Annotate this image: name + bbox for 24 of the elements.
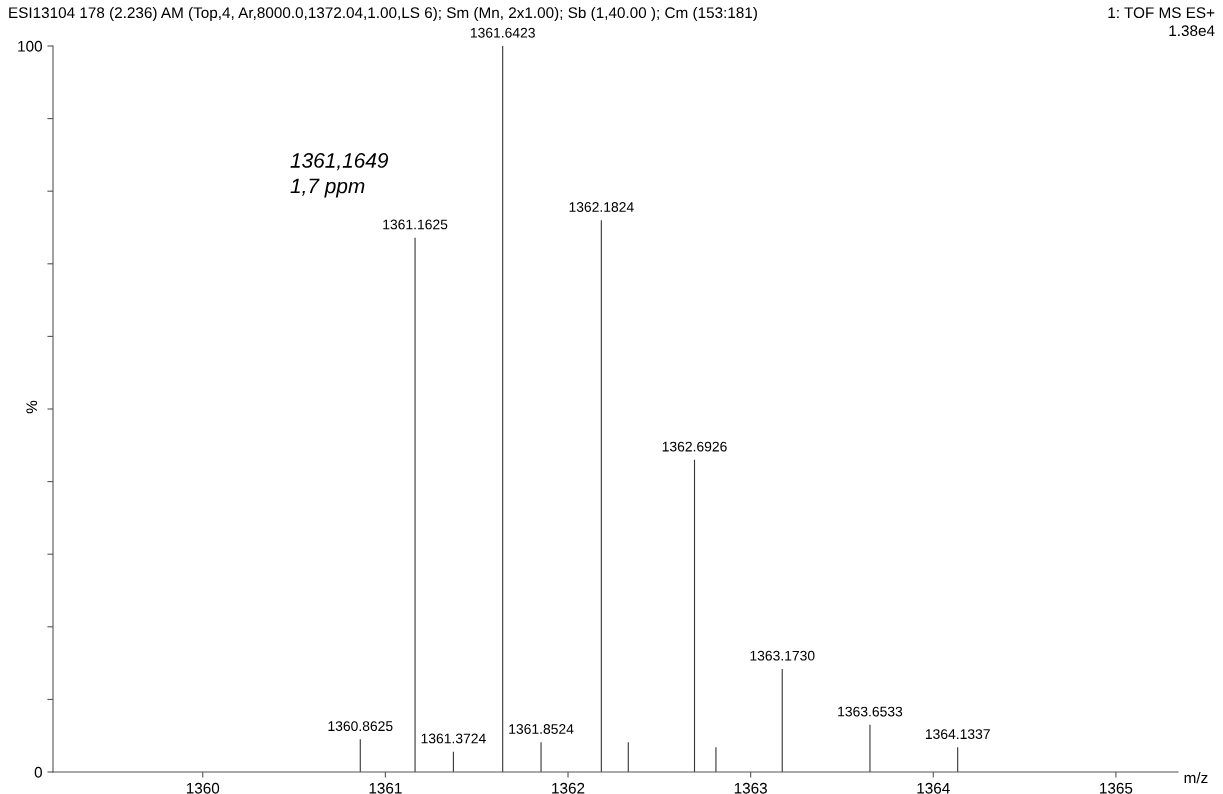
annotation: 1362.6926 (662, 441, 727, 452)
annotation: 1363.6533 (838, 706, 903, 717)
annotation: 1361.8524 (509, 724, 574, 734)
x-tick-label: 1364 (917, 782, 950, 794)
y-axis-title: % (26, 400, 38, 414)
y-tick-label: 0 (34, 766, 42, 778)
annotation: 1361.6423 (470, 27, 535, 38)
text: 1.38e4 (1169, 25, 1215, 37)
annotation: 1364.1337 (925, 729, 990, 740)
annotation: 1361.3724 (421, 733, 486, 744)
x-axis-title: m/z (1184, 772, 1208, 784)
x-tick-label: 1361 (369, 782, 402, 794)
annotation: 1363.1730 (750, 650, 815, 661)
y-tick-label: 100 (18, 40, 42, 52)
annotation: 1361.1625 (383, 219, 448, 230)
chart-title: ESI13104 178 (2.236) AM (Top,4, Ar,8000.0,1372.04,1.00,LS 6); Sm (Mn, 2x1.00); Sb (1,40.00 ); Cm (153:181) (9, 6, 757, 22)
text: 1: TOF MS ES+ (1108, 7, 1215, 19)
x-tick-label: 1362 (552, 782, 585, 794)
annotation: 1362.1824 (569, 202, 634, 212)
x-tick-label: 1360 (186, 782, 220, 794)
annotation: 1360.8625 (328, 721, 393, 732)
x-tick-label: 1363 (734, 782, 767, 794)
annotation: 1361,1649 1,7 ppm (290, 153, 389, 198)
x-tick-label: 1365 (1100, 782, 1133, 794)
